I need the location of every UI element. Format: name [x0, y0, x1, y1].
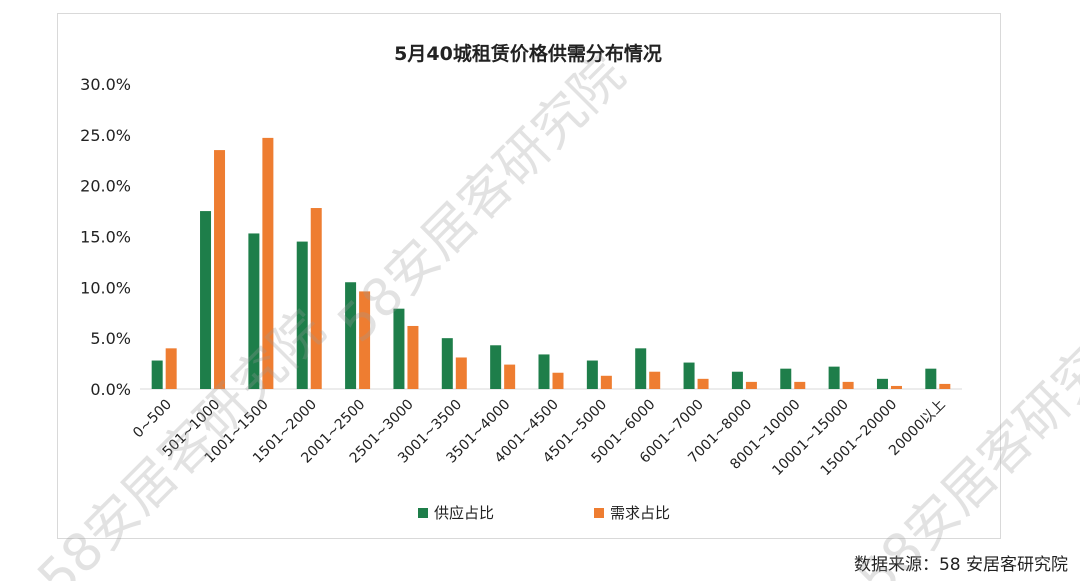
- legend-label: 需求占比: [610, 504, 670, 522]
- legend-label: 供应占比: [434, 504, 494, 522]
- supply-bar: [828, 366, 840, 389]
- bar-chart: 5月40城租赁价格供需分布情况 0.0% 5.0% 10.0% 15.0% 20.0% 2…: [80, 42, 962, 522]
- demand-bar: [842, 381, 854, 389]
- x-tick-label: 0~500: [130, 397, 175, 442]
- y-tick-label: 30.0%: [80, 75, 131, 94]
- demand-bar: [600, 375, 612, 389]
- demand-bar: [165, 348, 177, 389]
- y-tick-label: 20.0%: [80, 177, 131, 196]
- y-tick-label: 10.0%: [80, 278, 131, 297]
- legend: 供应占比 需求占比: [418, 504, 670, 522]
- supply-bar: [538, 354, 550, 389]
- x-axis: 0~500501~10001001~15001501~20002001~2500…: [130, 397, 948, 480]
- y-tick-label: 5.0%: [90, 329, 131, 348]
- bars: [151, 137, 951, 389]
- supply-bar: [248, 233, 260, 389]
- legend-swatch: [418, 508, 428, 518]
- demand-bar: [407, 325, 419, 389]
- supply-bar: [925, 368, 937, 389]
- demand-bar: [552, 372, 564, 389]
- demand-bar: [939, 383, 951, 389]
- y-tick-label: 25.0%: [80, 126, 131, 145]
- supply-bar: [393, 308, 405, 389]
- chart-title: 5月40城租赁价格供需分布情况: [394, 42, 662, 65]
- demand-bar: [262, 137, 274, 389]
- demand-bar: [745, 381, 757, 389]
- demand-bar: [697, 378, 709, 389]
- demand-bar: [890, 385, 902, 389]
- y-tick-label: 15.0%: [80, 228, 131, 247]
- supply-bar: [151, 360, 163, 389]
- supply-bar: [345, 282, 357, 389]
- supply-bar: [635, 348, 647, 389]
- supply-bar: [683, 362, 695, 389]
- y-axis: 0.0% 5.0% 10.0% 15.0% 20.0% 25.0% 30.0%: [80, 75, 131, 399]
- supply-bar: [731, 371, 743, 389]
- demand-bar: [359, 291, 371, 389]
- supply-bar: [296, 241, 308, 389]
- demand-bar: [214, 150, 226, 389]
- supply-bar: [780, 368, 792, 389]
- demand-bar: [504, 364, 516, 389]
- supply-bar: [876, 378, 888, 389]
- y-tick-label: 0.0%: [90, 380, 131, 399]
- demand-bar: [794, 381, 806, 389]
- demand-bar: [455, 357, 467, 389]
- chart-frame: 5月40城租赁价格供需分布情况 0.0% 5.0% 10.0% 15.0% 20.0% 2…: [57, 13, 1001, 539]
- legend-swatch: [594, 508, 604, 518]
- supply-bar: [490, 345, 502, 389]
- supply-bar: [200, 211, 212, 389]
- supply-bar: [586, 360, 598, 389]
- demand-bar: [649, 371, 661, 389]
- data-source: 数据来源：58 安居客研究院: [853, 555, 1068, 575]
- demand-bar: [310, 208, 322, 389]
- supply-bar: [441, 338, 453, 389]
